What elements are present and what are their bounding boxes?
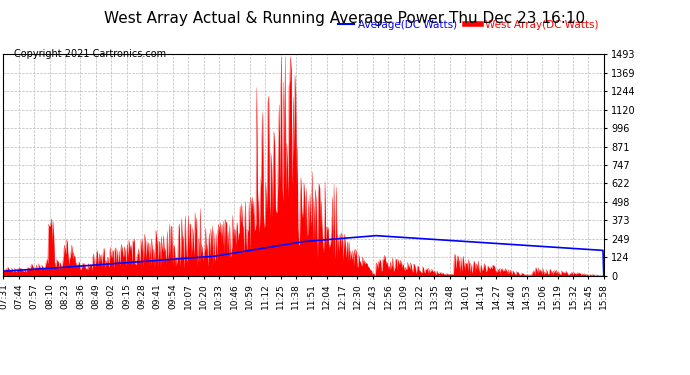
- Legend: Average(DC Watts), West Array(DC Watts): Average(DC Watts), West Array(DC Watts): [338, 20, 598, 30]
- Text: Copyright 2021 Cartronics.com: Copyright 2021 Cartronics.com: [14, 49, 166, 59]
- Text: West Array Actual & Running Average Power Thu Dec 23 16:10: West Array Actual & Running Average Powe…: [104, 11, 586, 26]
